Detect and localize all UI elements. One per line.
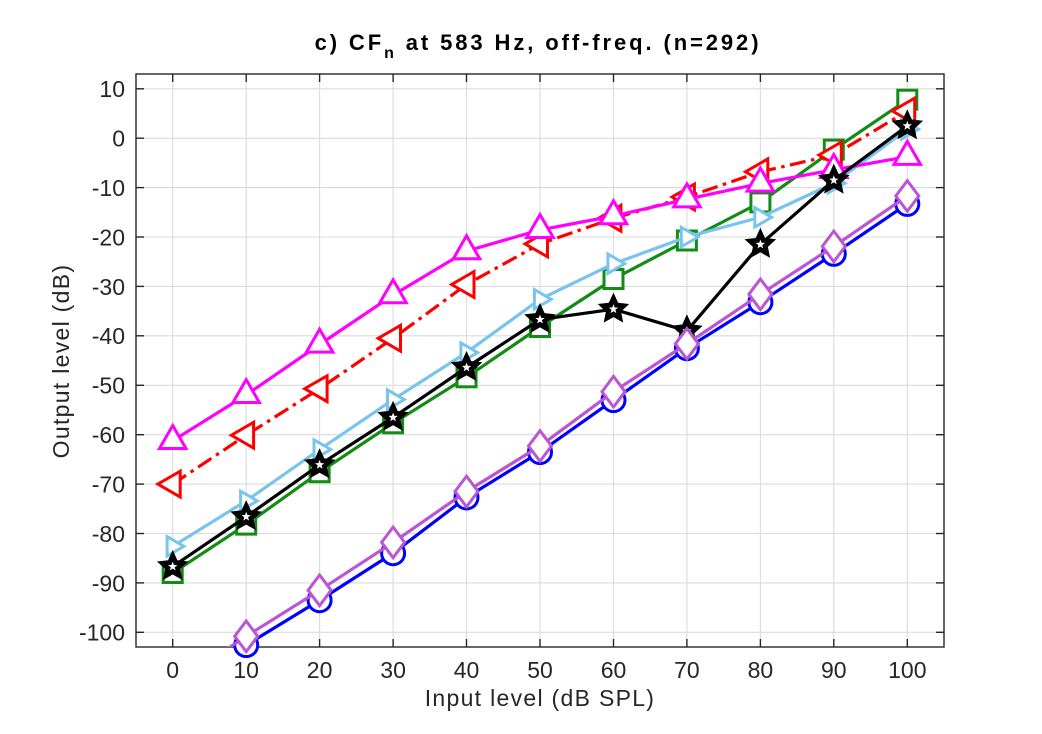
- svg-text:30: 30: [380, 657, 406, 683]
- svg-text:-40: -40: [92, 323, 125, 349]
- svg-text:-70: -70: [92, 472, 125, 498]
- svg-text:Output level (dB): Output level (dB): [48, 264, 74, 459]
- svg-text:-90: -90: [92, 570, 125, 596]
- svg-text:-10: -10: [92, 175, 125, 201]
- svg-text:100: 100: [888, 657, 926, 683]
- svg-text:-80: -80: [92, 521, 125, 547]
- svg-text:10: 10: [233, 657, 259, 683]
- svg-text:40: 40: [454, 657, 480, 683]
- svg-text:-20: -20: [92, 224, 125, 250]
- svg-text:-50: -50: [92, 373, 125, 399]
- svg-text:20: 20: [307, 657, 333, 683]
- svg-text:90: 90: [821, 657, 847, 683]
- svg-text:10: 10: [99, 76, 125, 102]
- svg-text:70: 70: [674, 657, 700, 683]
- svg-text:60: 60: [601, 657, 627, 683]
- svg-text:50: 50: [527, 657, 553, 683]
- svg-text:-30: -30: [92, 274, 125, 300]
- svg-text:0: 0: [166, 657, 179, 683]
- svg-text:0: 0: [112, 126, 125, 152]
- svg-text:Input level (dB SPL): Input level (dB SPL): [425, 685, 656, 711]
- svg-text:-100: -100: [79, 620, 125, 646]
- svg-text:-60: -60: [92, 422, 125, 448]
- svg-text:80: 80: [748, 657, 774, 683]
